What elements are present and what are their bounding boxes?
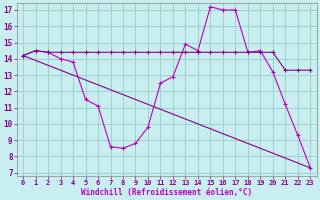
X-axis label: Windchill (Refroidissement éolien,°C): Windchill (Refroidissement éolien,°C) xyxy=(81,188,252,197)
